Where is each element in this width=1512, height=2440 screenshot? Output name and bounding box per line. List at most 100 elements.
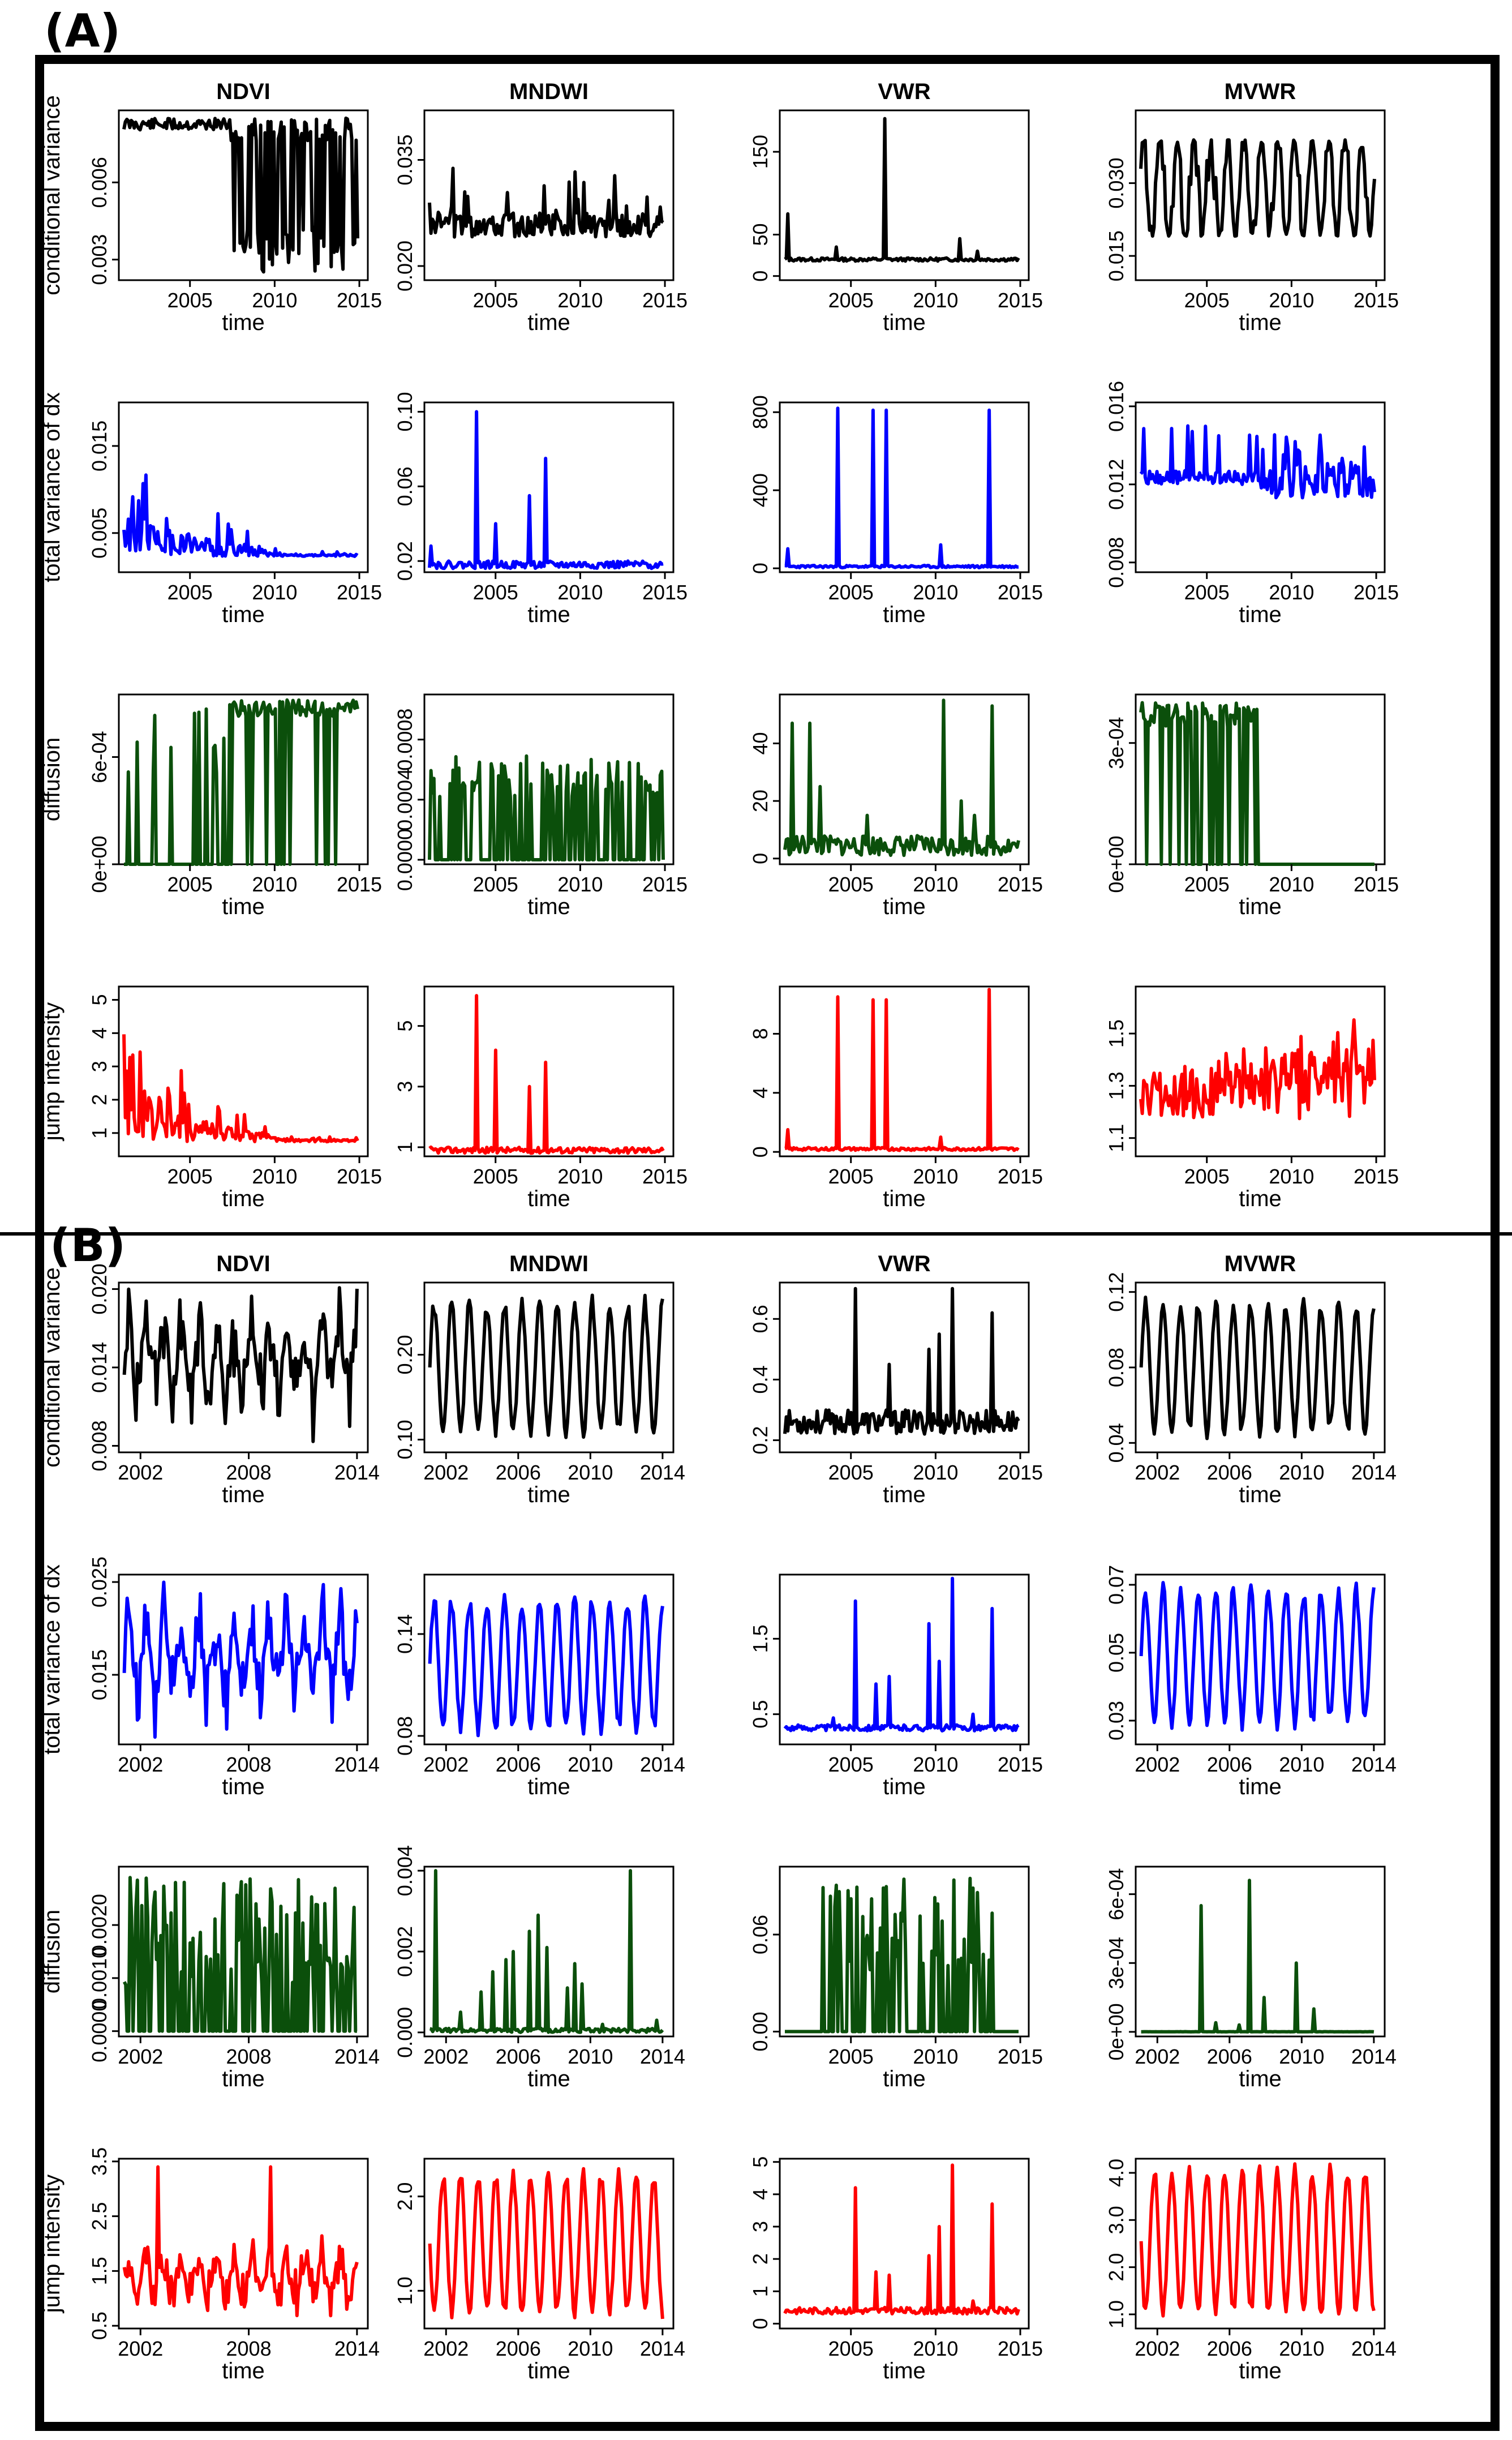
panel-mvwr-row3: 2005 2010 2015 1.1 1.3 1.5 time: [1105, 985, 1399, 1211]
series-line: [784, 117, 1020, 263]
series-line: [1139, 138, 1376, 238]
x-axis-label: time: [883, 1482, 926, 1507]
x-tick-label: 2010: [913, 289, 958, 312]
x-tick-label: 2014: [640, 2045, 685, 2068]
x-axis-label: time: [222, 1186, 265, 1211]
x-tick-label: 2010: [913, 873, 958, 896]
x-tick-label: 2010: [1269, 581, 1314, 604]
x-tick-label: 2015: [998, 1753, 1043, 1776]
x-tick-label: 2010: [557, 1165, 603, 1188]
x-axis-label: time: [883, 2066, 926, 2091]
y-tick-label: 0.5: [749, 1700, 772, 1729]
y-tick-label: 150: [749, 135, 772, 169]
x-tick-label: 2006: [1207, 1461, 1252, 1484]
x-tick-label: 2005: [473, 1165, 518, 1188]
plot-box: [779, 401, 1030, 573]
plot-box: [1135, 1866, 1386, 2038]
panel-ndvi-row0: NDVI 2002 2008 2014 0.008 0.014 0.020 time condi…: [40, 1251, 380, 1507]
y-tick-label: 0.02: [393, 541, 416, 581]
y-tick-label: 2: [749, 2253, 772, 2265]
x-tick-label: 2010: [252, 581, 297, 604]
x-axis-label: time: [527, 602, 570, 627]
y-tick-label: 0.04: [1105, 1423, 1128, 1463]
plot-box: [118, 401, 369, 573]
x-tick-label: 2015: [998, 2337, 1043, 2360]
plot-box: [423, 1573, 675, 1746]
x-tick-label: 2005: [473, 873, 518, 896]
panel-mndwi-row0: MNDWI 2002 2006 2010 2014 0.10 0.20 time: [393, 1251, 685, 1507]
x-tick-label: 2005: [1184, 581, 1230, 604]
x-tick-label: 2015: [337, 581, 382, 604]
series-line: [428, 166, 664, 239]
y-tick-label: 0.06: [749, 1915, 772, 1954]
x-tick-label: 2005: [1184, 1165, 1230, 1188]
x-tick-label: 2010: [913, 1753, 958, 1776]
column-title: MVWR: [1225, 1251, 1296, 1276]
y-tick-label: 0.012: [1105, 459, 1128, 510]
y-tick-label: 40: [749, 732, 772, 754]
x-tick-label: 2010: [913, 2337, 958, 2360]
x-tick-label: 2015: [998, 581, 1043, 604]
x-tick-label: 2010: [568, 2337, 613, 2360]
y-axis-label: diffusion: [40, 1910, 65, 1993]
series-line: [783, 2163, 1020, 2316]
y-tick-label: 0.0000: [88, 2000, 111, 2062]
y-tick-label: 0.015: [1105, 230, 1128, 281]
x-axis-label: time: [1239, 894, 1282, 919]
x-tick-label: 2010: [1279, 2337, 1324, 2360]
plot-box: [779, 693, 1030, 865]
panel-mvwr-row1: 2002 2006 2010 2014 0.03 0.05 0.07 time: [1105, 1565, 1397, 1799]
panel-mndwi-row2: 2002 2006 2010 2014 0.000 0.002 0.004 time: [393, 1845, 685, 2091]
y-tick-label: 0.000: [393, 2007, 416, 2058]
y-tick-label: 0.015: [88, 1649, 111, 1700]
plot-box: [118, 109, 369, 281]
plot-box: [779, 109, 1030, 281]
y-tick-label: 3e-04: [1105, 717, 1128, 769]
x-axis-label: time: [883, 602, 926, 627]
series-line: [428, 1293, 664, 1439]
y-tick-label: 0.20: [393, 1335, 416, 1374]
x-axis-label: time: [527, 1186, 570, 1211]
y-tick-label: 8: [749, 1028, 772, 1039]
x-tick-label: 2015: [642, 289, 688, 312]
panel-ndvi-row3: 2005 2010 2015 1 2 3 4 5 time jump intensity: [40, 985, 382, 1211]
x-tick-label: 2015: [1354, 1165, 1399, 1188]
y-tick-label: 3e-04: [1105, 1937, 1128, 1989]
section-label-a: (A): [44, 5, 121, 57]
x-tick-label: 2015: [337, 873, 382, 896]
x-tick-label: 2008: [226, 1461, 272, 1484]
x-tick-label: 2015: [998, 2045, 1043, 2068]
y-tick-label: 0.14: [393, 1614, 416, 1654]
y-tick-label: 1.0: [393, 2276, 416, 2305]
panel-vwr-row0: VWR 2005 2010 2015 0.2 0.4 0.6 time: [749, 1251, 1043, 1507]
x-tick-label: 2002: [1135, 1461, 1180, 1484]
y-tick-label: 3.5: [88, 2147, 111, 2176]
series-line: [428, 994, 665, 1155]
y-tick-label: 0.2: [749, 1426, 772, 1455]
y-tick-label: 0.12: [1105, 1272, 1128, 1312]
y-tick-label: 1.5: [749, 1624, 772, 1653]
x-tick-label: 2015: [1354, 289, 1399, 312]
y-tick-label: 0: [749, 2318, 772, 2329]
x-tick-label: 2006: [496, 1461, 541, 1484]
plot-box: [779, 1573, 1030, 1746]
series-line: [1139, 1581, 1376, 1732]
x-tick-label: 2014: [640, 1461, 685, 1484]
x-tick-label: 2005: [828, 1753, 874, 1776]
y-tick-label: 0.003: [88, 234, 111, 285]
x-tick-label: 2005: [828, 581, 874, 604]
panel-mvwr-row3: 2002 2006 2010 2014 1.0 2.0 3.0 4.0 time: [1105, 2158, 1397, 2383]
x-axis-label: time: [222, 1774, 265, 1799]
y-tick-label: 3: [749, 2221, 772, 2232]
y-tick-label: 3: [393, 1081, 416, 1092]
y-tick-label: 3: [88, 1061, 111, 1072]
panel-vwr-row1: 2005 2010 2015 0 400 800 time: [749, 395, 1043, 627]
series-line: [783, 1576, 1020, 1733]
panel-mndwi-row3: 2005 2010 2015 1 3 5 time: [393, 985, 688, 1211]
y-tick-label: 2.5: [88, 2202, 111, 2231]
x-axis-label: time: [883, 1186, 926, 1211]
